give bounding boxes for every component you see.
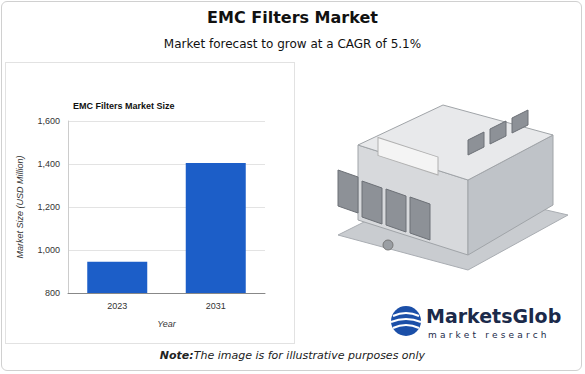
svg-text:Year: Year xyxy=(157,319,177,329)
svg-text:market research: market research xyxy=(428,330,550,340)
svg-text:1,400: 1,400 xyxy=(37,159,60,169)
svg-text:Market Size (USD Million): Market Size (USD Million) xyxy=(15,155,25,258)
svg-text:2031: 2031 xyxy=(206,301,226,311)
svg-text:2023: 2023 xyxy=(107,301,127,311)
html-text:Market forecast to grow at a C: Market forecast to grow at a CAGR of 5.1… xyxy=(163,37,422,51)
html-text:Note: The image is for illustr: Note: The image is for illustrative purp… xyxy=(159,349,426,362)
svg-text:1,600: 1,600 xyxy=(37,116,60,126)
svg-text:1,200: 1,200 xyxy=(37,202,60,212)
svg-text:MarketsGlob: MarketsGlob xyxy=(426,305,561,327)
svg-text:800: 800 xyxy=(45,288,60,298)
svg-text:1,000: 1,000 xyxy=(37,245,60,255)
svg-text:EMC Filters Market Size: EMC Filters Market Size xyxy=(73,101,175,111)
html-text:EMC Filters Market: EMC Filters Market xyxy=(207,8,378,27)
